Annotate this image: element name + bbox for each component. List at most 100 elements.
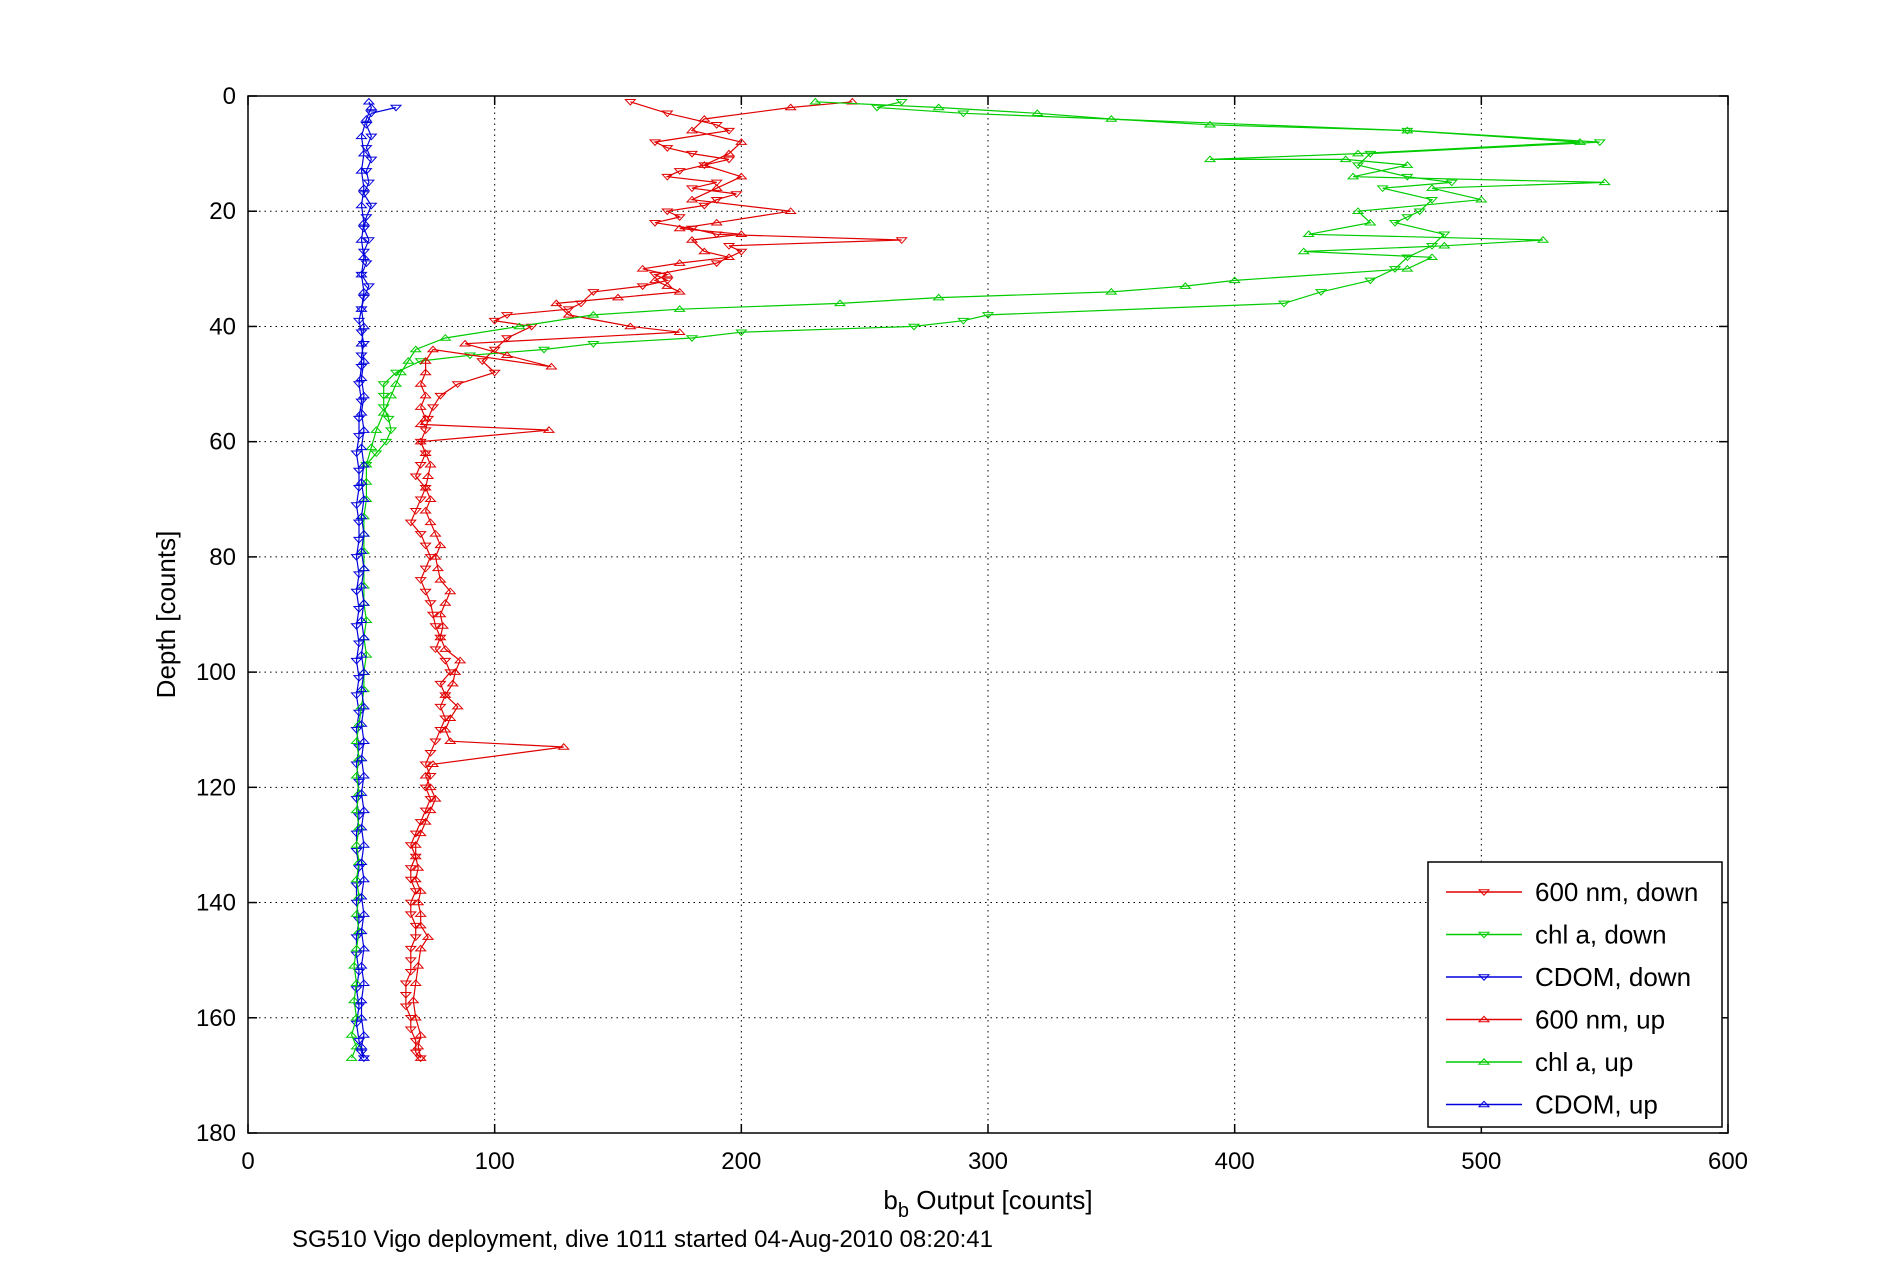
data-point — [809, 97, 822, 105]
data-point — [360, 122, 373, 129]
data-point — [357, 529, 371, 537]
data-point — [500, 335, 514, 342]
data-point — [350, 1020, 363, 1028]
data-point — [1401, 214, 1414, 221]
data-point — [414, 887, 427, 894]
data-point — [1228, 276, 1241, 284]
data-point — [362, 283, 375, 291]
y-tick-label: 100 — [196, 659, 236, 686]
data-point — [355, 685, 368, 693]
data-point — [624, 322, 637, 330]
data-point — [409, 345, 422, 353]
data-point — [355, 408, 368, 416]
data-point — [350, 692, 363, 700]
data-point — [957, 110, 970, 118]
data-point — [439, 645, 452, 652]
data-point — [419, 771, 432, 779]
data-point — [419, 357, 432, 364]
data-point — [377, 408, 390, 416]
data-point — [357, 253, 371, 261]
data-point — [350, 623, 363, 631]
data-point — [409, 1013, 422, 1021]
data-point — [409, 473, 422, 481]
data-point — [355, 478, 368, 485]
data-point — [636, 264, 649, 272]
data-point — [419, 542, 432, 550]
data-point — [399, 980, 412, 988]
data-point — [735, 230, 748, 238]
data-point — [685, 126, 699, 134]
data-point — [419, 368, 432, 376]
legend-marker — [1477, 1100, 1491, 1108]
data-point — [1376, 185, 1389, 193]
data-point — [661, 277, 674, 285]
data-point — [352, 675, 366, 682]
data-point — [352, 571, 366, 579]
legend-marker — [1477, 889, 1491, 896]
data-point — [698, 161, 711, 168]
legend-label: CDOM, down — [1535, 962, 1691, 992]
data-point — [673, 214, 686, 221]
data-point — [352, 605, 366, 613]
data-point — [404, 968, 417, 976]
data-point — [365, 133, 378, 141]
data-point — [434, 633, 447, 641]
data-point — [1203, 155, 1217, 163]
data-point — [1536, 236, 1550, 243]
data-point — [444, 669, 457, 677]
data-point — [439, 692, 452, 700]
data-point — [685, 195, 699, 203]
data-point — [784, 207, 797, 214]
data-point — [698, 247, 711, 255]
caption: SG510 Vigo deployment, dive 1011 started… — [292, 1226, 993, 1253]
data-point — [377, 381, 390, 389]
x-axis-label-subscript: b — [898, 1200, 909, 1222]
data-point — [550, 299, 563, 307]
data-point — [426, 760, 440, 768]
x-tick-label: 400 — [1215, 1148, 1255, 1175]
data-point — [1425, 196, 1439, 204]
data-point — [698, 115, 711, 122]
data-point — [360, 260, 373, 268]
data-point — [409, 852, 422, 860]
data-point — [784, 103, 797, 111]
data-point — [1302, 230, 1315, 238]
data-point — [562, 306, 575, 314]
legend-label: chl a, up — [1535, 1047, 1633, 1077]
data-point — [722, 127, 736, 135]
data-point — [357, 979, 371, 986]
data-point — [1401, 126, 1414, 134]
data-point — [365, 443, 378, 451]
data-point — [409, 1049, 422, 1057]
data-point — [429, 738, 442, 746]
data-point — [399, 1003, 412, 1011]
legend-item: 600 nm, down — [1446, 877, 1698, 907]
data-point — [345, 1054, 358, 1061]
y-tick-label: 40 — [209, 313, 236, 340]
data-point — [1438, 231, 1451, 239]
data-point — [429, 646, 442, 654]
data-point — [370, 426, 383, 433]
data-point — [355, 166, 368, 174]
data-point — [537, 346, 551, 354]
data-point — [357, 218, 371, 226]
data-point — [414, 577, 427, 584]
data-point — [350, 875, 363, 883]
data-point — [350, 910, 363, 917]
data-point — [350, 502, 363, 510]
data-point — [673, 224, 686, 232]
data-point — [350, 737, 363, 744]
data-point — [412, 863, 425, 871]
data-point — [513, 322, 526, 330]
data-point — [419, 565, 432, 573]
data-point — [557, 743, 570, 750]
data-point — [355, 443, 368, 451]
data-point — [355, 1013, 368, 1021]
data-point — [1401, 254, 1414, 262]
data-point — [355, 754, 368, 762]
y-tick-label: 120 — [196, 774, 236, 801]
data-point — [409, 922, 422, 930]
data-point — [412, 898, 425, 906]
data-point — [661, 282, 674, 289]
data-point — [419, 427, 432, 435]
